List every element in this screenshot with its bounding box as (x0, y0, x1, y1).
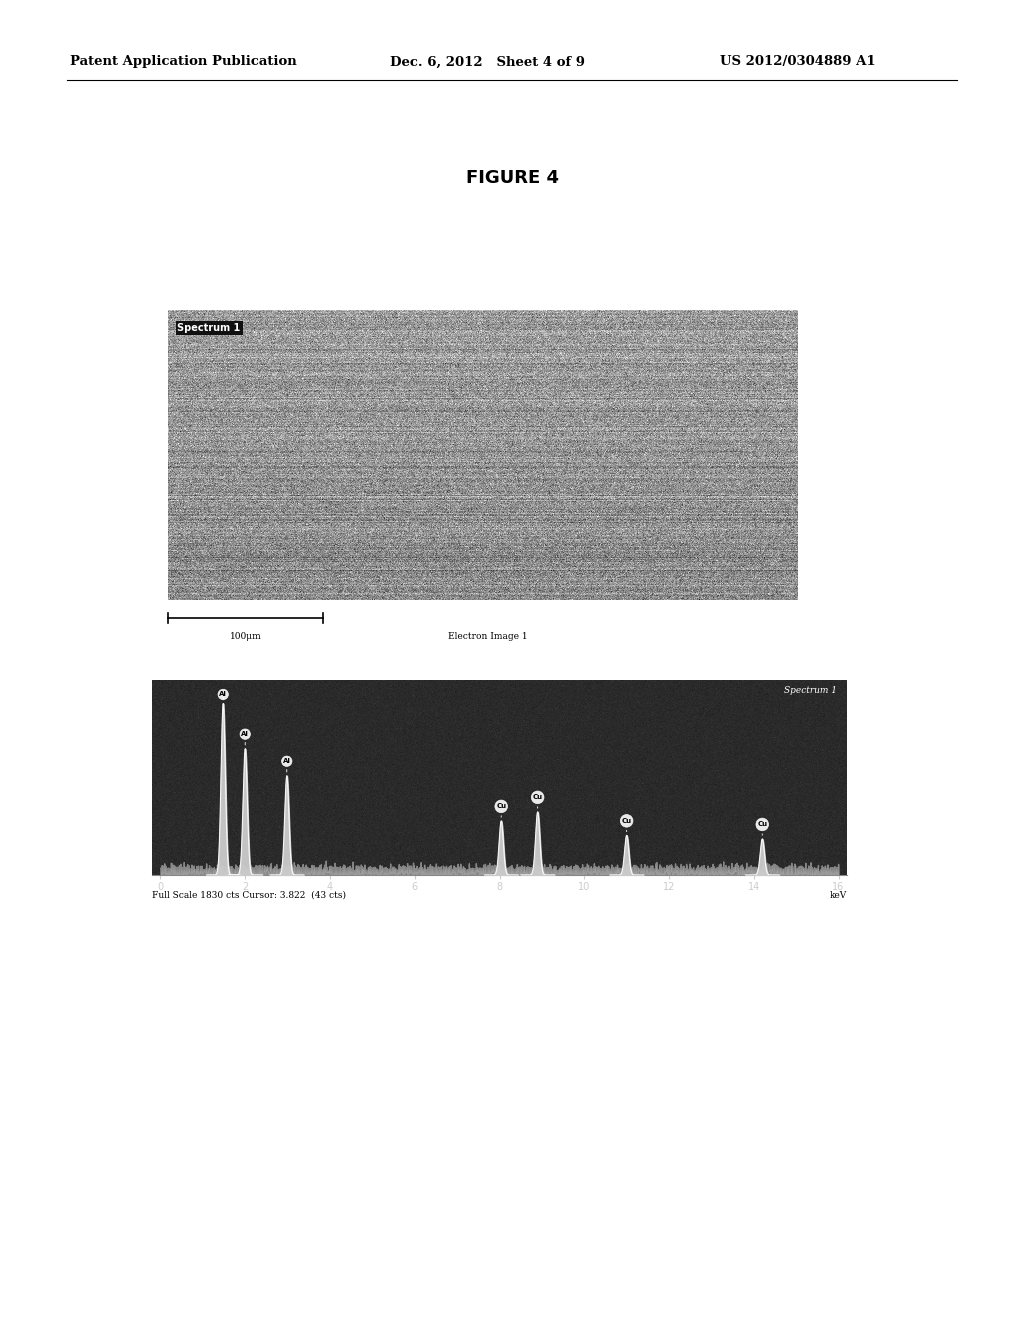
Text: Dec. 6, 2012   Sheet 4 of 9: Dec. 6, 2012 Sheet 4 of 9 (390, 55, 585, 69)
Text: Patent Application Publication: Patent Application Publication (70, 55, 297, 69)
Text: Electron Image 1: Electron Image 1 (449, 632, 527, 642)
Text: Cu: Cu (757, 821, 767, 836)
Text: US 2012/0304889 A1: US 2012/0304889 A1 (720, 55, 876, 69)
Text: Spectrum 1: Spectrum 1 (177, 323, 241, 333)
Text: Cu: Cu (622, 818, 632, 832)
Text: Cu: Cu (497, 804, 506, 817)
Text: Spectrum 1: Spectrum 1 (783, 686, 837, 694)
Text: Cu: Cu (532, 795, 543, 808)
Text: Al: Al (283, 758, 291, 772)
Text: Full Scale 1830 cts Cursor: 3.822  (43 cts): Full Scale 1830 cts Cursor: 3.822 (43 ct… (152, 891, 346, 900)
Text: Al: Al (242, 731, 249, 744)
Text: Al: Al (219, 692, 227, 700)
Text: keV: keV (829, 891, 847, 900)
Text: 100μm: 100μm (229, 632, 261, 642)
Text: FIGURE 4: FIGURE 4 (466, 169, 558, 187)
